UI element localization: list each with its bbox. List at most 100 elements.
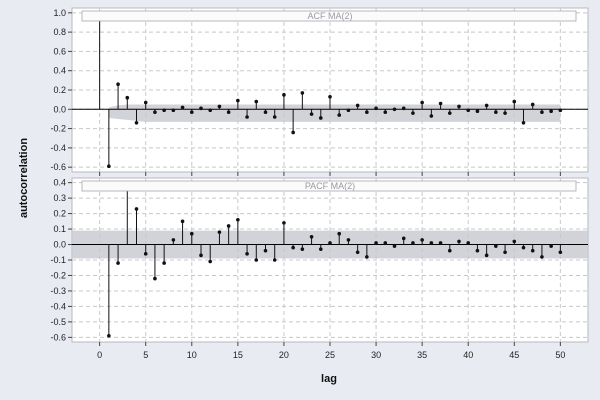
panel-title: PACF MA(2) bbox=[305, 181, 355, 191]
data-point-21 bbox=[291, 130, 295, 135]
data-point-25 bbox=[328, 94, 332, 99]
data-point-49 bbox=[549, 109, 553, 114]
data-point-46 bbox=[521, 121, 526, 125]
data-point-32 bbox=[392, 107, 397, 112]
data-point-23 bbox=[309, 234, 314, 239]
data-point-38 bbox=[447, 248, 452, 253]
data-point-42 bbox=[484, 253, 489, 258]
confidence-band bbox=[108, 104, 561, 122]
data-point-4 bbox=[134, 207, 139, 211]
data-point-26 bbox=[337, 231, 342, 236]
data-point-7 bbox=[162, 261, 166, 265]
data-point-23 bbox=[309, 112, 314, 116]
data-point-7 bbox=[162, 108, 166, 113]
data-point-35 bbox=[420, 100, 424, 105]
data-point-6 bbox=[153, 110, 157, 114]
data-point-10 bbox=[189, 110, 194, 114]
x-axis-title: lag bbox=[321, 373, 337, 385]
data-point-45 bbox=[512, 99, 517, 104]
y-tick-label: 0.2 bbox=[53, 85, 66, 95]
data-point-16 bbox=[245, 115, 249, 119]
data-point-11 bbox=[199, 106, 203, 111]
data-point-29 bbox=[365, 255, 369, 259]
data-point-31 bbox=[383, 241, 388, 245]
data-point-18 bbox=[263, 248, 268, 253]
x-tick-label: 25 bbox=[325, 350, 335, 360]
y-tick-label: -0.3 bbox=[50, 286, 66, 296]
data-point-48 bbox=[540, 110, 544, 114]
data-point-27 bbox=[346, 238, 351, 242]
data-point-39 bbox=[457, 104, 461, 109]
data-point-50 bbox=[558, 250, 563, 255]
panel-title: ACF MA(2) bbox=[308, 11, 353, 21]
data-point-38 bbox=[447, 111, 452, 115]
y-tick-label: -0.6 bbox=[50, 332, 66, 342]
y-tick-label: 0.4 bbox=[53, 66, 66, 76]
data-point-28 bbox=[355, 250, 360, 255]
y-tick-label: 0.1 bbox=[53, 224, 66, 234]
data-point-9 bbox=[180, 219, 185, 224]
data-point-19 bbox=[272, 115, 277, 119]
pacf-panel: 0.4 0.3 0.2 0.1 0.0 -0.1 -0.2 -0.3 -0.4 -0.5 -0.6 0… bbox=[50, 177, 589, 360]
y-tick-label: 0.0 bbox=[53, 240, 66, 250]
y-tick-label: 0.6 bbox=[53, 46, 66, 56]
x-tick-label: 30 bbox=[371, 350, 381, 360]
data-point-17 bbox=[254, 99, 259, 104]
data-point-43 bbox=[494, 110, 498, 114]
data-point-44 bbox=[503, 111, 507, 115]
panel-title-box bbox=[81, 10, 577, 22]
data-point-36 bbox=[429, 114, 434, 118]
data-point-30 bbox=[374, 106, 378, 111]
data-point-18 bbox=[263, 110, 268, 114]
y-tick-label: 0.8 bbox=[53, 27, 66, 37]
data-point-40 bbox=[466, 108, 471, 113]
data-point-15 bbox=[236, 98, 240, 103]
data-point-13 bbox=[217, 230, 222, 234]
y-tick-label: 0.4 bbox=[53, 178, 66, 188]
data-point-1 bbox=[107, 164, 111, 169]
data-point-19 bbox=[272, 258, 277, 262]
y-tick-label: -0.2 bbox=[50, 270, 66, 280]
data-point-28 bbox=[355, 103, 360, 108]
data-point-24 bbox=[318, 247, 323, 251]
data-point-32 bbox=[392, 244, 397, 248]
data-point-37 bbox=[438, 101, 443, 106]
y-tick-label: 0.2 bbox=[53, 209, 66, 219]
data-point-5 bbox=[143, 252, 148, 256]
data-point-33 bbox=[401, 106, 406, 111]
x-tick-label: 5 bbox=[143, 350, 148, 360]
data-point-12 bbox=[208, 108, 213, 113]
data-point-3 bbox=[125, 95, 130, 100]
acf-panel: 1.0 0.8 0.6 0.4 0.2 0.0 -0.2 -0.4 -0.6 ACF MA(2) bbox=[50, 7, 589, 176]
data-point-26 bbox=[337, 113, 342, 117]
data-point-5 bbox=[143, 100, 148, 105]
y-tick-label: 0.0 bbox=[53, 104, 66, 114]
x-tick-label: 0 bbox=[97, 350, 102, 360]
data-point-34 bbox=[411, 111, 415, 115]
data-point-16 bbox=[245, 252, 249, 256]
y-tick-label: -0.4 bbox=[50, 143, 66, 153]
x-tick-label: 50 bbox=[555, 350, 565, 360]
panel-title-box bbox=[81, 180, 577, 192]
data-point-46 bbox=[521, 245, 526, 250]
data-point-6 bbox=[153, 276, 157, 281]
data-point-43 bbox=[494, 244, 498, 248]
data-point-4 bbox=[134, 121, 139, 125]
data-point-44 bbox=[503, 250, 507, 255]
x-tick-label: 15 bbox=[233, 350, 243, 360]
data-point-20 bbox=[282, 221, 286, 225]
y-tick-label: -0.5 bbox=[50, 317, 66, 327]
data-point-41 bbox=[475, 248, 480, 253]
data-point-14 bbox=[226, 224, 231, 228]
y-tick-label: -0.2 bbox=[50, 124, 66, 134]
data-point-11 bbox=[199, 253, 203, 258]
data-point-35 bbox=[420, 238, 424, 242]
data-point-25 bbox=[328, 241, 332, 245]
data-point-48 bbox=[540, 255, 544, 259]
x-tick-label: 45 bbox=[509, 350, 519, 360]
data-point-10 bbox=[189, 231, 194, 236]
x-tick-label: 20 bbox=[279, 350, 289, 360]
data-point-41 bbox=[475, 109, 480, 114]
data-point-14 bbox=[226, 110, 231, 114]
data-point-22 bbox=[300, 247, 305, 251]
